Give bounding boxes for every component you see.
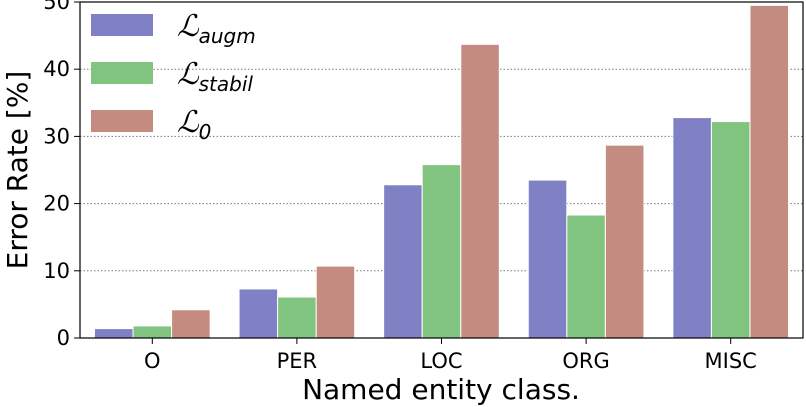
y-tick-label: 40 — [43, 57, 70, 81]
bar-loc-0 — [460, 43, 500, 339]
bar-misc-0 — [749, 4, 790, 339]
legend-label-stabil: ℒstabil — [177, 57, 253, 96]
legend-swatch-stabil — [91, 62, 153, 84]
bars — [93, 4, 790, 339]
y-tick-label: 20 — [43, 192, 70, 216]
bar-org-stabil — [566, 214, 606, 339]
x-tick-label: PER — [277, 349, 318, 373]
bar-org-0 — [604, 144, 645, 339]
x-tick-label: ORG — [562, 349, 609, 373]
bar-per-0 — [315, 265, 356, 339]
bar-misc-augm — [672, 117, 712, 339]
y-tick-label: 50 — [43, 0, 70, 14]
x-tick-label: LOC — [420, 349, 462, 373]
bar-per-stabil — [277, 296, 317, 339]
legend-swatch-augm — [91, 14, 153, 36]
bar-loc-stabil — [421, 164, 462, 339]
legend-label-0: ℒ0 — [177, 105, 211, 144]
bar-o-stabil — [132, 325, 173, 339]
bar-org-augm — [527, 179, 568, 339]
bar-per-augm — [238, 288, 279, 339]
x-axis-ticks: O PER LOC ORG MISC — [144, 338, 757, 373]
bar-o-augm — [93, 328, 134, 339]
legend-swatch-0 — [91, 110, 153, 132]
legend: ℒaugm ℒstabil ℒ0 — [91, 9, 256, 144]
x-axis-label: Named entity class. — [302, 373, 580, 406]
y-axis-label: Error Rate [%] — [1, 71, 34, 270]
x-tick-label: MISC — [705, 349, 757, 373]
y-tick-label: 10 — [43, 259, 70, 283]
x-tick-label: O — [144, 349, 161, 373]
y-tick-label: 0 — [57, 326, 70, 350]
bar-misc-stabil — [710, 121, 751, 339]
y-tick-label: 30 — [43, 124, 70, 148]
bar-o-0 — [171, 309, 211, 339]
bar-loc-augm — [383, 184, 423, 339]
y-axis-ticks: 0 10 20 30 40 50 — [43, 0, 80, 350]
legend-label-augm: ℒaugm — [177, 9, 256, 48]
